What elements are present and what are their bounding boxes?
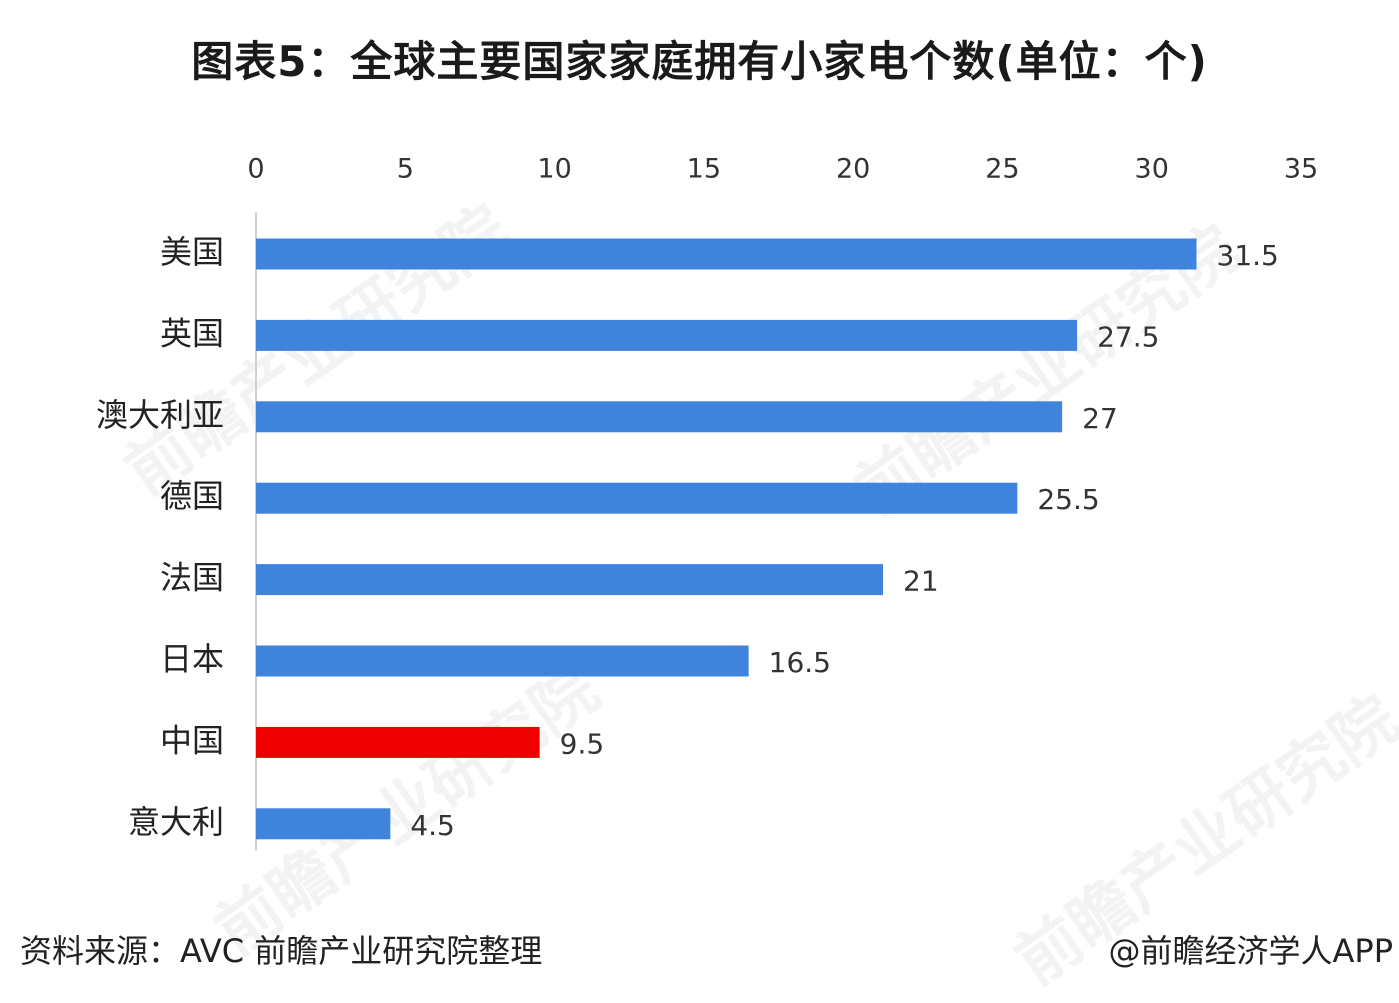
bar bbox=[256, 319, 1078, 351]
category-label: 英国 bbox=[160, 314, 224, 352]
bar bbox=[256, 482, 1018, 514]
value-label: 31.5 bbox=[1217, 239, 1279, 272]
category-label: 德国 bbox=[160, 477, 224, 515]
category-label: 法国 bbox=[160, 559, 224, 597]
x-tick-label: 35 bbox=[1284, 154, 1318, 185]
bar bbox=[256, 564, 883, 596]
x-tick-label: 5 bbox=[397, 154, 414, 185]
bar-highlight bbox=[256, 726, 540, 758]
source-note: 资料来源：AVC 前瞻产业研究院整理 bbox=[20, 932, 543, 970]
bar bbox=[256, 238, 1197, 270]
brand-credit: @前瞻经济学人APP bbox=[1108, 932, 1394, 970]
x-tick-label: 0 bbox=[247, 154, 264, 185]
chart-title: 图表5：全球主要国家家庭拥有小家电个数(单位：个) bbox=[191, 37, 1208, 86]
value-label: 16.5 bbox=[769, 646, 831, 679]
bar bbox=[256, 401, 1063, 433]
value-label: 21 bbox=[903, 565, 939, 598]
value-label: 9.5 bbox=[560, 727, 605, 760]
x-tick-label: 10 bbox=[537, 154, 571, 185]
value-label: 27 bbox=[1082, 402, 1118, 435]
category-label: 中国 bbox=[160, 721, 224, 759]
category-label: 澳大利亚 bbox=[96, 396, 224, 434]
category-label: 美国 bbox=[160, 233, 224, 271]
category-label: 意大利 bbox=[128, 803, 224, 841]
value-label: 27.5 bbox=[1097, 320, 1159, 353]
value-label: 4.5 bbox=[410, 809, 455, 842]
x-tick-label: 15 bbox=[687, 154, 721, 185]
value-label: 25.5 bbox=[1037, 483, 1099, 516]
bar bbox=[256, 808, 391, 840]
bar bbox=[256, 645, 749, 677]
x-tick-label: 30 bbox=[1135, 154, 1169, 185]
x-tick-label: 20 bbox=[836, 154, 870, 185]
x-tick-label: 25 bbox=[985, 154, 1019, 185]
category-label: 日本 bbox=[160, 640, 224, 678]
